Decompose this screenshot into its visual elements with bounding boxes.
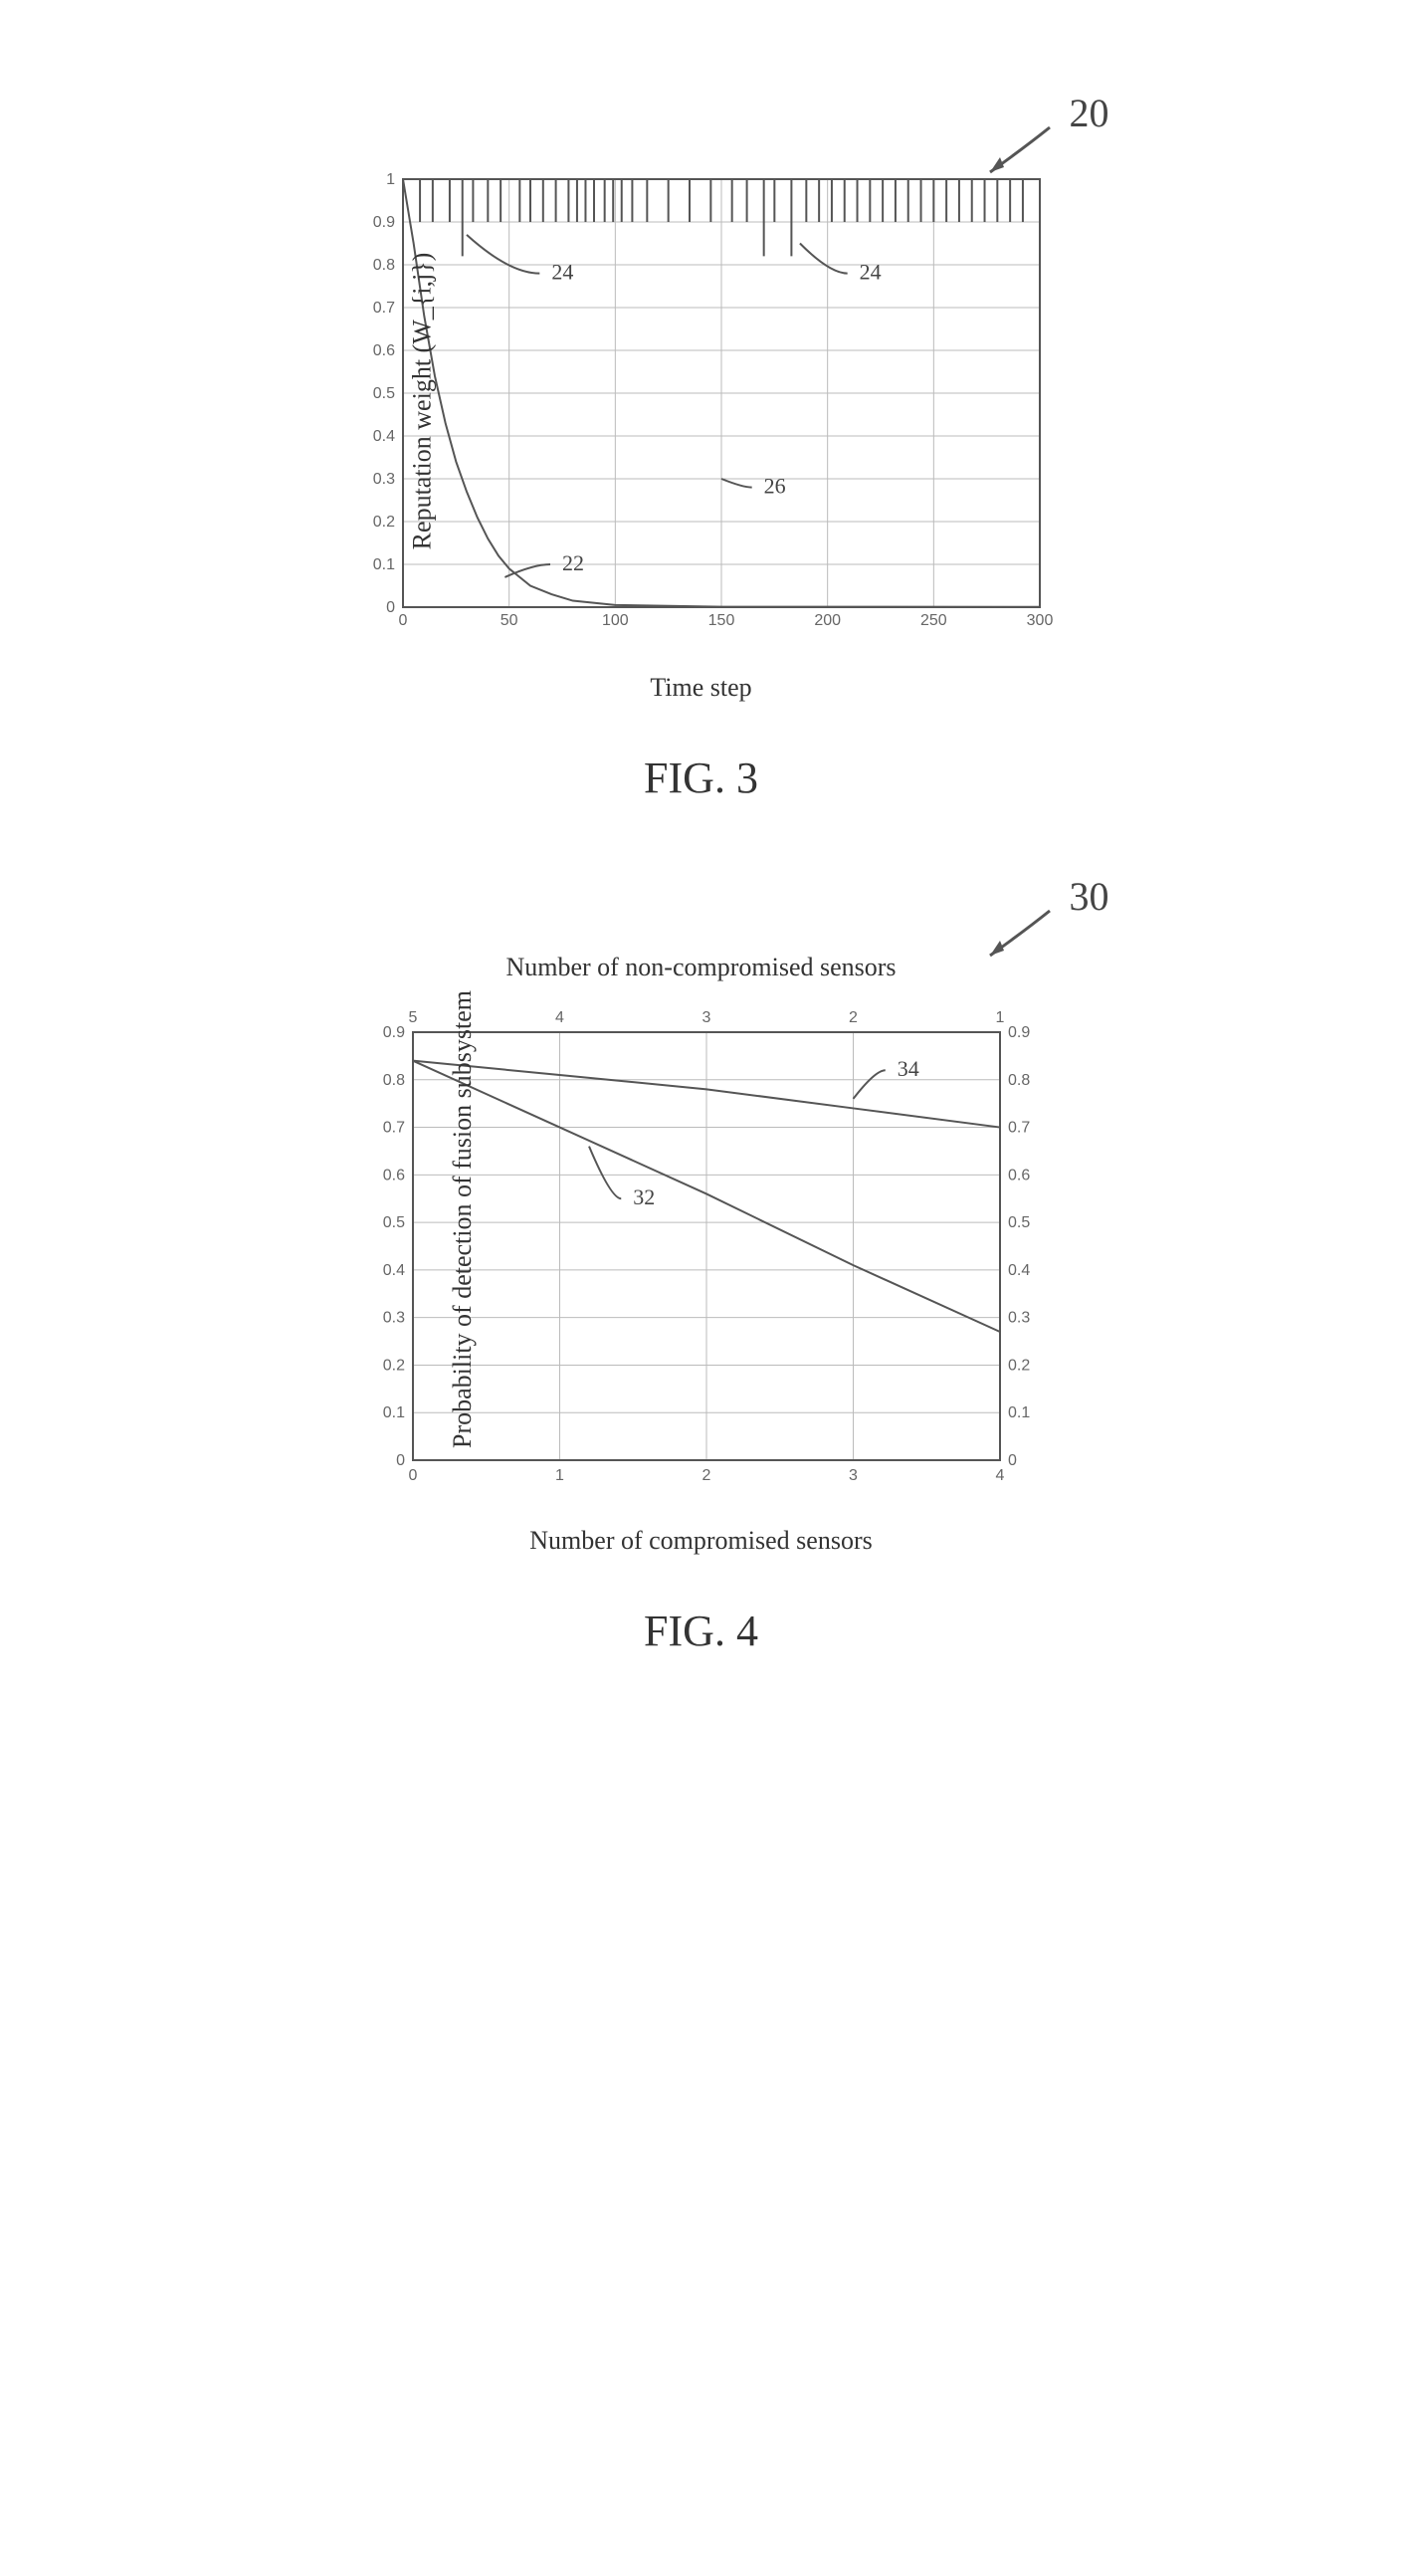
svg-text:0.4: 0.4 (372, 428, 394, 445)
svg-text:100: 100 (601, 612, 628, 629)
svg-text:3: 3 (701, 1009, 710, 1026)
svg-text:0.4: 0.4 (382, 1262, 404, 1279)
figure-4: 3 0 Number of non-compromised sensors Pro… (254, 883, 1149, 1656)
svg-text:0.9: 0.9 (372, 214, 394, 231)
svg-text:2: 2 (701, 1467, 710, 1484)
svg-text:0: 0 (396, 1452, 405, 1469)
svg-text:0.6: 0.6 (1008, 1167, 1030, 1183)
svg-text:24: 24 (859, 260, 881, 285)
svg-text:0.7: 0.7 (382, 1120, 404, 1137)
svg-text:22: 22 (562, 550, 584, 575)
svg-text:34: 34 (897, 1056, 918, 1081)
svg-text:1: 1 (386, 171, 395, 188)
fig3-ylabel: Reputation weight (W_{i,j}) (407, 253, 437, 550)
svg-text:1: 1 (995, 1009, 1004, 1026)
svg-text:0: 0 (408, 1467, 417, 1484)
svg-text:0: 0 (386, 599, 395, 616)
fig4-caption: FIG. 4 (254, 1606, 1149, 1656)
fig4-ylabel: Probability of detection of fusion subsy… (448, 990, 478, 1448)
svg-text:0.9: 0.9 (1008, 1024, 1030, 1041)
fig4-xlabel-top: Number of non-compromised sensors (343, 953, 1060, 982)
svg-text:0: 0 (398, 612, 407, 629)
svg-text:0.7: 0.7 (372, 300, 394, 317)
svg-text:4: 4 (555, 1009, 564, 1026)
svg-text:5: 5 (408, 1009, 417, 1026)
svg-text:24: 24 (551, 260, 573, 285)
svg-text:4: 4 (995, 1467, 1004, 1484)
fig3-xlabel: Time step (343, 673, 1060, 703)
fig3-annot-number: 20 (1070, 90, 1109, 136)
svg-text:26: 26 (763, 474, 785, 499)
svg-text:0.7: 0.7 (1008, 1120, 1030, 1137)
svg-text:0: 0 (1008, 1452, 1017, 1469)
svg-text:0.8: 0.8 (1008, 1072, 1030, 1089)
svg-text:300: 300 (1026, 612, 1053, 629)
svg-text:50: 50 (500, 612, 517, 629)
svg-text:0.3: 0.3 (382, 1310, 404, 1327)
svg-text:0.3: 0.3 (1008, 1310, 1030, 1327)
fig3-caption: FIG. 3 (254, 752, 1149, 803)
svg-text:0.9: 0.9 (382, 1024, 404, 1041)
svg-text:200: 200 (814, 612, 841, 629)
svg-text:3: 3 (849, 1467, 858, 1484)
svg-text:0.2: 0.2 (1008, 1357, 1030, 1374)
fig3-chart: 0 50 100 150 200 250 300 0 0.1 0.2 0.3 0.4 0.5 0.6 0.7… (343, 159, 1060, 657)
svg-text:0.1: 0.1 (1008, 1404, 1030, 1421)
svg-text:0.2: 0.2 (382, 1357, 404, 1374)
svg-text:0.6: 0.6 (372, 342, 394, 359)
svg-text:0.3: 0.3 (372, 471, 394, 488)
svg-text:150: 150 (707, 612, 734, 629)
svg-text:0.8: 0.8 (382, 1072, 404, 1089)
fig4-annot-number: 30 (1070, 873, 1109, 920)
figure-3: 20 Reputation weight (W_{i,j}) 050100150… (254, 100, 1149, 803)
fig4-xlabel-bottom: Number of compromised sensors (343, 1526, 1060, 1556)
svg-text:0.6: 0.6 (382, 1167, 404, 1183)
svg-text:0.8: 0.8 (372, 257, 394, 274)
svg-text:0.5: 0.5 (372, 385, 394, 402)
svg-text:2: 2 (849, 1009, 858, 1026)
svg-text:32: 32 (633, 1184, 655, 1209)
svg-text:250: 250 (919, 612, 946, 629)
svg-text:0.1: 0.1 (372, 556, 394, 573)
svg-text:0.4: 0.4 (1008, 1262, 1030, 1279)
svg-text:0.5: 0.5 (382, 1214, 404, 1231)
svg-text:0.2: 0.2 (372, 514, 394, 531)
svg-text:1: 1 (555, 1467, 564, 1484)
svg-text:0.5: 0.5 (1008, 1214, 1030, 1231)
svg-text:0.1: 0.1 (382, 1404, 404, 1421)
